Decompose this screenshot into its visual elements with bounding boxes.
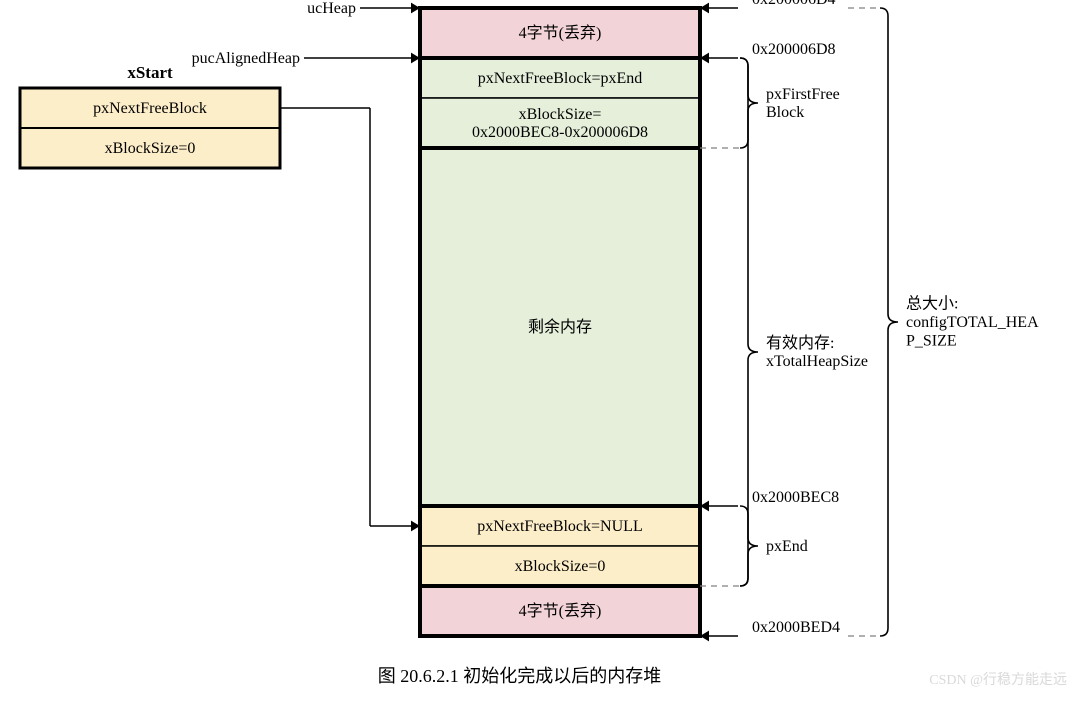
ptr-label-pucAlignedHeap: pucAlignedHeap <box>192 50 300 67</box>
heap-seg-label: 4字节(丢弃) <box>519 602 602 620</box>
xstart-title: xStart <box>127 63 173 82</box>
heap-seg-label: pxNextFreeBlock=pxEnd <box>478 70 643 87</box>
addr-label: 0x2000BEC8 <box>752 489 839 506</box>
watermark: CSDN @行稳方能走远 <box>929 672 1067 688</box>
addr-label: 0x2000BED4 <box>752 619 840 636</box>
xstart-row-label: xBlockSize=0 <box>105 140 196 157</box>
brace-label: pxEnd <box>766 538 808 555</box>
ptr-label-ucHeap: ucHeap <box>307 0 356 17</box>
addr-label: 0x200006D4 <box>752 0 836 8</box>
figure-caption: 图 20.6.2.1 初始化完成以后的内存堆 <box>378 666 662 686</box>
addr-label: 0x200006D8 <box>752 41 836 58</box>
heap-seg-label: pxNextFreeBlock=NULL <box>477 518 642 535</box>
heap-seg-label: 4字节(丢弃) <box>519 24 602 42</box>
heap-seg-label: 剩余内存 <box>528 317 592 336</box>
heap-seg-label: xBlockSize=0 <box>515 558 606 575</box>
xstart-row-label: pxNextFreeBlock <box>93 100 207 117</box>
